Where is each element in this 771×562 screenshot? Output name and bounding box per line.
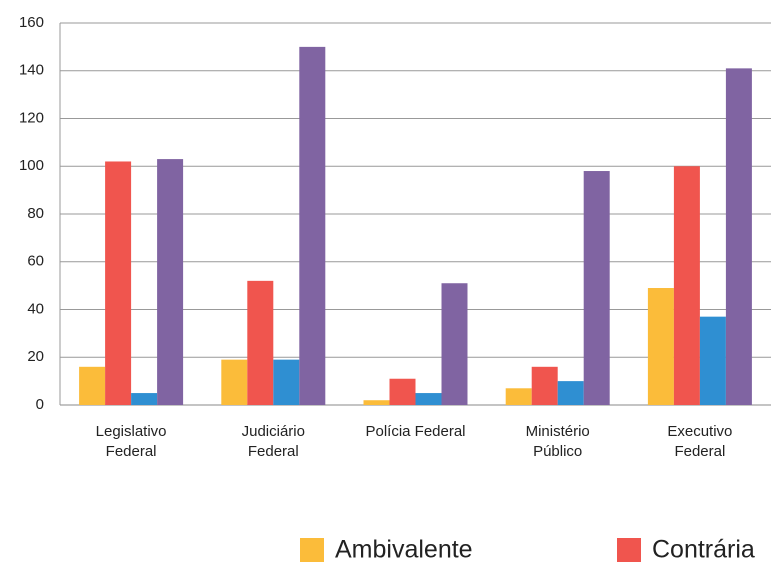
x-tick-label: Polícia Federal (365, 423, 466, 440)
y-tick-label: 0 (36, 396, 44, 413)
x-tick-label: Executivo Federal (667, 423, 733, 460)
bar (299, 46, 326, 405)
bar (247, 280, 274, 405)
bar (673, 166, 700, 405)
bar (131, 393, 158, 405)
bar (647, 288, 674, 405)
bar (363, 400, 390, 405)
bar (505, 388, 532, 405)
y-tick-label: 80 (27, 205, 44, 222)
bar (531, 366, 558, 405)
bar (557, 381, 584, 405)
x-tick-label: Ministério Público (525, 423, 590, 460)
y-tick-label: 160 (19, 14, 44, 31)
bar (157, 159, 184, 405)
legend-label: Contrária (652, 536, 755, 562)
y-tick-label: 60 (27, 253, 44, 270)
bar (415, 393, 442, 405)
bar (725, 68, 752, 406)
bar (389, 378, 416, 405)
y-tick-label: 120 (19, 109, 44, 126)
bar (273, 359, 300, 405)
y-tick-label: 100 (19, 157, 44, 174)
bar (699, 316, 726, 405)
y-tick-label: 40 (27, 300, 44, 317)
bar (583, 171, 610, 405)
bar (441, 283, 468, 405)
x-tick-label: Legislativo Federal (95, 423, 167, 460)
legend-swatch (300, 538, 324, 562)
y-tick-label: 140 (19, 62, 44, 79)
legend-swatch (617, 538, 641, 562)
bar (79, 366, 106, 405)
bar (105, 161, 132, 405)
y-tick-label: 20 (27, 348, 44, 365)
legend-label: Ambivalente (335, 536, 473, 562)
x-tick-label: Judiciário Federal (241, 423, 305, 460)
bar (221, 359, 248, 405)
